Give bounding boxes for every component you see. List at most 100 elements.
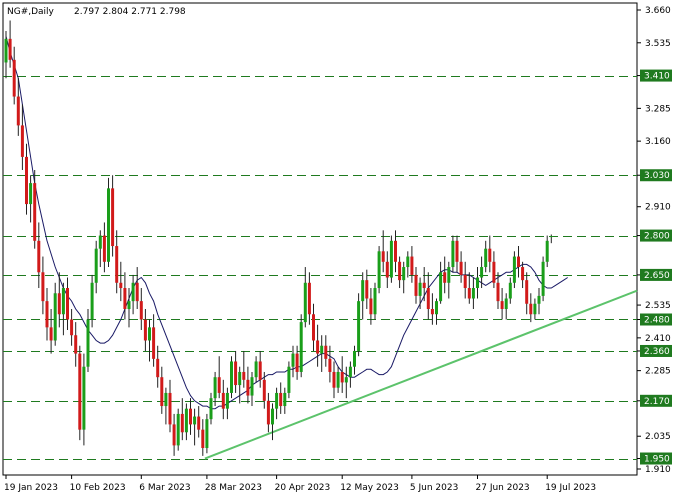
candle (529, 293, 533, 323)
candle (365, 269, 369, 310)
candle-body (410, 256, 414, 275)
candle (197, 406, 201, 438)
candle (521, 261, 525, 289)
candle-body (414, 274, 418, 296)
candle-body (131, 282, 135, 302)
candle-body (238, 371, 242, 386)
candle (115, 230, 119, 294)
candle-body (82, 366, 86, 430)
level-price-label: 2.800 (644, 232, 670, 242)
candles-layer (4, 20, 553, 456)
candle-body (53, 293, 57, 341)
candle-body (488, 248, 492, 262)
candle (377, 246, 381, 294)
candle-body (49, 327, 53, 341)
candle (287, 361, 291, 399)
candle (98, 230, 102, 268)
candle-body (230, 361, 233, 393)
candle (525, 272, 529, 315)
candle-body (517, 256, 520, 268)
candle-body (287, 366, 291, 393)
candle (299, 314, 303, 378)
candle-body (111, 188, 115, 247)
candle-body (549, 236, 553, 238)
candle-body (41, 272, 45, 302)
candle (406, 251, 410, 278)
candle-body (435, 301, 438, 315)
candle (262, 371, 266, 409)
candle-body (29, 183, 33, 205)
time-tick-label: 6 Mar 2023 (139, 483, 190, 493)
candle (41, 256, 45, 315)
candle-body (90, 282, 94, 320)
candle-body (299, 322, 303, 372)
level-price-box (640, 169, 672, 182)
candle (234, 350, 238, 393)
candle-body (451, 240, 455, 268)
candle-body (160, 377, 164, 407)
candle-body (94, 248, 98, 283)
level-price-box (640, 452, 672, 465)
candle (303, 267, 307, 328)
candle-body (98, 235, 102, 249)
candle (443, 256, 447, 294)
ohlc-readout: 2.797 2.804 2.771 2.798 (74, 7, 186, 17)
candle-body (205, 419, 209, 449)
candle-body (102, 235, 106, 262)
candle (4, 30, 8, 79)
candle-body (291, 353, 295, 367)
candle (344, 366, 348, 399)
candle (439, 261, 443, 304)
candle (373, 282, 377, 320)
candle-body (525, 280, 529, 304)
candle-body (459, 261, 463, 275)
candle (254, 356, 258, 383)
time-tick-label: 19 Jan 2023 (4, 483, 58, 493)
candle (324, 335, 328, 367)
candle-body (402, 267, 406, 281)
time-tick-label: 12 May 2023 (340, 483, 399, 493)
price-tick-label: 2.535 (645, 301, 671, 311)
candle (320, 335, 324, 372)
candle-body (381, 251, 385, 262)
candle-body (455, 240, 459, 262)
candle-body (471, 288, 475, 299)
candle (86, 309, 90, 372)
time-tick-label: 28 Mar 2023 (205, 483, 262, 493)
candle (156, 345, 160, 388)
candle-body (176, 413, 180, 446)
candle (213, 371, 217, 407)
candle-body (254, 361, 258, 378)
candle (139, 288, 143, 330)
candle (447, 261, 451, 299)
candle (57, 272, 61, 328)
candle-body (512, 256, 516, 283)
candle-body (500, 301, 504, 310)
candle (20, 104, 24, 170)
candle (410, 246, 414, 283)
candle-body (394, 240, 397, 262)
candle (496, 272, 500, 310)
time-tick-label: 20 Apr 2023 (275, 483, 331, 493)
candle (275, 387, 279, 420)
candle (517, 246, 520, 278)
candle (209, 392, 213, 425)
candle-body (426, 288, 430, 310)
candle-body (316, 340, 320, 354)
candle-body (193, 416, 197, 425)
candle-body (135, 282, 139, 302)
candle (225, 387, 229, 420)
level-price-label: 2.650 (644, 271, 670, 281)
level-price-box (640, 344, 672, 357)
candle-body (336, 371, 340, 388)
candle (221, 379, 225, 420)
candle (340, 356, 344, 393)
candle-body (496, 282, 500, 302)
candle (242, 350, 246, 388)
candle-body (197, 416, 201, 430)
candle (111, 175, 115, 257)
candle (8, 20, 12, 68)
time-tick-label: 19 Jul 2023 (545, 483, 596, 493)
candle-body (242, 371, 246, 380)
candle-body (180, 413, 184, 433)
